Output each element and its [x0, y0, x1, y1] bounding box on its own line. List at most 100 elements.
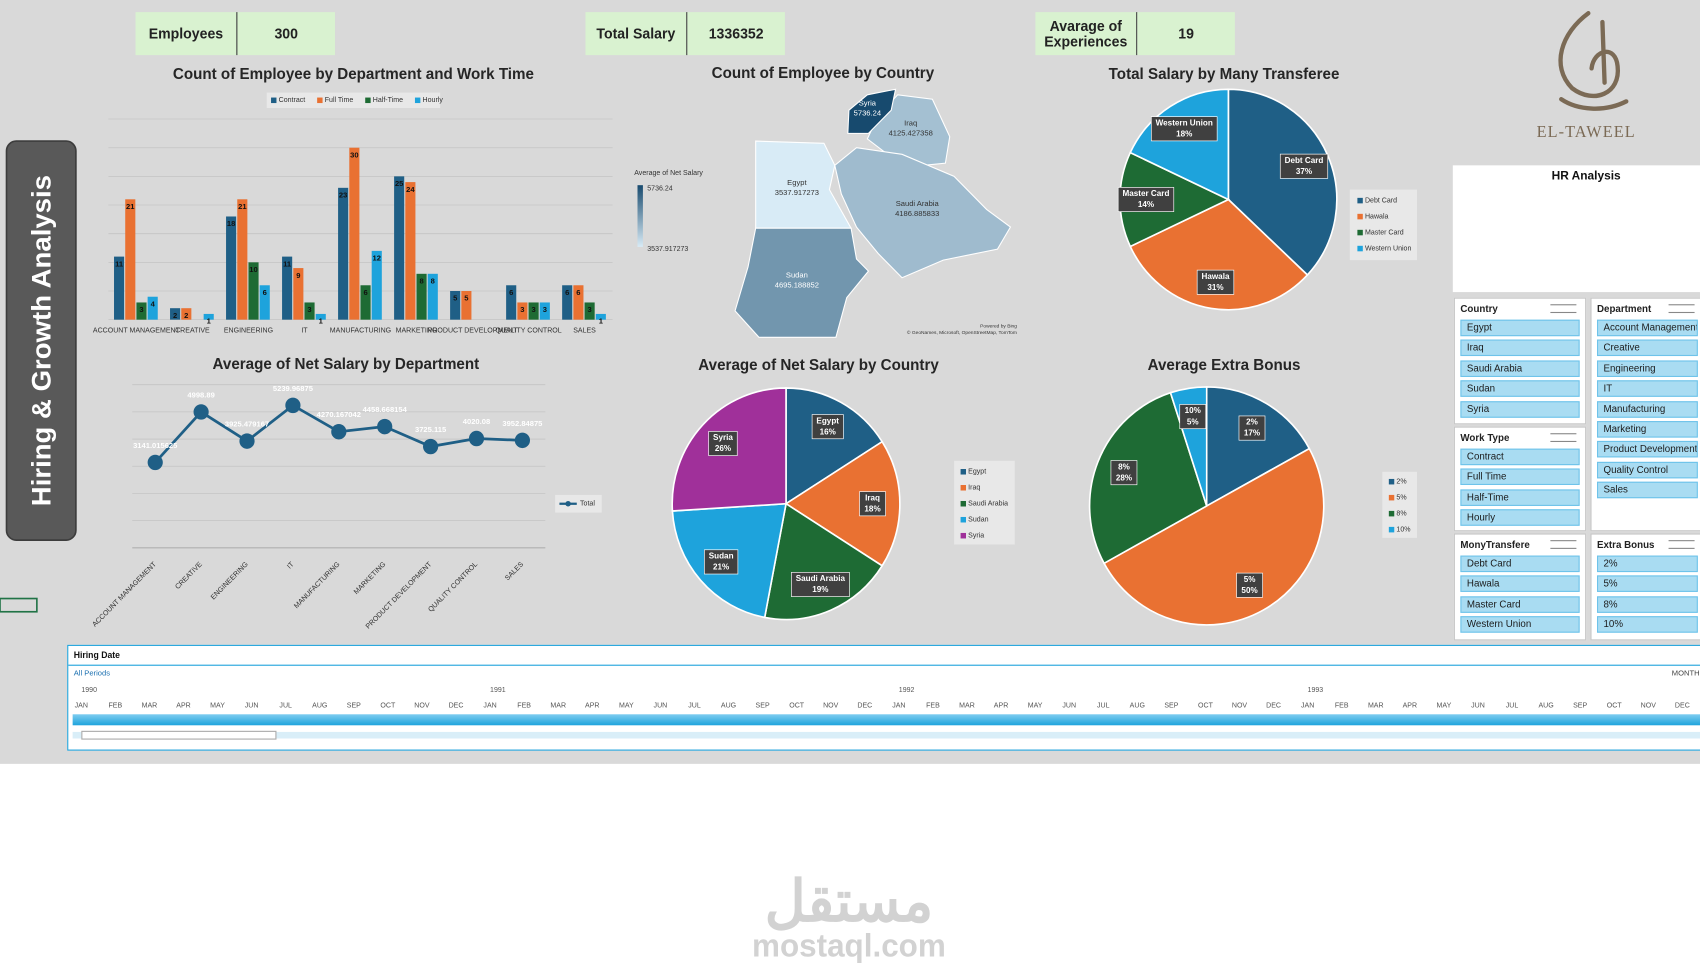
slicer-item[interactable]: Manufacturing [1596, 400, 1698, 418]
line-marker [514, 432, 530, 449]
x-tick-label: SALES [503, 560, 525, 582]
cell-selection [0, 597, 38, 613]
bar [114, 256, 125, 320]
slicer-item[interactable]: IT [1596, 380, 1698, 398]
bar [203, 313, 214, 320]
slicer-item[interactable]: 8% [1596, 596, 1698, 613]
data-label: 21 [126, 202, 135, 211]
slicer-item[interactable]: Half-Time [1460, 489, 1580, 506]
slicer-item[interactable]: Quality Control [1596, 461, 1698, 479]
slicer-title: Work Type [1460, 432, 1510, 444]
bar [450, 290, 461, 320]
data-label-category: 8% [1118, 462, 1130, 471]
legend-marker [565, 500, 571, 507]
timeline-month: MAY [210, 702, 225, 710]
timeline-month: OCT [789, 702, 805, 710]
x-tick-label: ENGINEERING [224, 327, 273, 335]
data-label: 8 [419, 276, 424, 285]
timeline-month: OCT [1198, 702, 1213, 710]
timeline-bar[interactable] [72, 714, 1700, 726]
legend-min: 3537.917273 [647, 245, 688, 253]
region-name: Sudan [786, 271, 808, 280]
logo-text: EL-TAWEEL [1537, 122, 1636, 141]
bar [349, 147, 360, 320]
legend-box [1382, 471, 1418, 538]
data-label: 3 [520, 305, 524, 314]
slicer-item[interactable]: Master Card [1460, 596, 1580, 613]
data-label-box [1150, 116, 1218, 142]
slicer-item[interactable]: Sales [1596, 481, 1698, 499]
slicer-item[interactable]: Sudan [1460, 380, 1580, 398]
legend-swatch [365, 97, 371, 104]
data-label-box [1110, 460, 1138, 486]
timeline-month: AUG [1129, 702, 1145, 710]
timeline-scroll-thumb[interactable] [81, 730, 277, 740]
bar [528, 302, 539, 320]
slicer-item[interactable]: Hawala [1460, 575, 1580, 593]
data-label: 50% [1241, 586, 1258, 595]
slicer-item[interactable]: Full Time [1460, 468, 1580, 486]
dashboard-caption: HR Analysis [1552, 168, 1621, 182]
map-region [847, 88, 897, 134]
timeline-level: MONTHS [1671, 670, 1700, 678]
line-marker [468, 430, 485, 447]
sidebar-title: Hiring & Growth Analysis [26, 175, 57, 506]
data-label: 3141.015625 [133, 441, 178, 450]
slicer-item[interactable]: Syria [1460, 400, 1580, 418]
data-label-category: 5% [1244, 575, 1256, 584]
bar [237, 199, 248, 320]
data-label: 3925.479167 [225, 420, 269, 429]
timeline-scrollbar[interactable] [72, 731, 1700, 739]
legend-title: Average of Net Salary [634, 169, 703, 177]
slicer-item[interactable]: Egypt [1460, 319, 1580, 337]
data-label: 3 [588, 305, 592, 314]
map-region [734, 227, 870, 338]
timeline-month: DEC [857, 702, 873, 710]
line-marker [377, 418, 393, 435]
timeline-month: AUG [312, 702, 328, 710]
timeline-month: JAN [74, 702, 88, 710]
slicer-item[interactable]: 10% [1596, 616, 1698, 633]
slicer-item[interactable]: Engineering [1596, 360, 1698, 377]
timeline-month: JAN [1300, 702, 1315, 710]
timeline-month: JAN [483, 702, 497, 710]
data-label-box [1279, 153, 1329, 179]
slicer-item[interactable]: Hourly [1460, 509, 1580, 526]
data-label: 18% [864, 504, 881, 513]
data-label: 17% [1244, 429, 1261, 438]
data-label: 5 [453, 294, 458, 303]
map-powered-by: Powered by Bing [980, 324, 1017, 330]
data-label: 12 [373, 254, 381, 263]
legend-label: Contract [279, 96, 306, 104]
bar [573, 285, 584, 320]
pie-slice [1102, 447, 1325, 626]
slicer-item[interactable]: Account Management [1596, 319, 1698, 337]
x-tick-label: MARKETING [352, 560, 387, 596]
slicer-item[interactable]: Debt Card [1460, 555, 1580, 573]
x-tick-label: ACCOUNT MANAGEMENT [91, 560, 159, 629]
legend-swatch [1357, 213, 1363, 220]
slicer-item[interactable]: 2% [1596, 555, 1698, 573]
bar [248, 262, 259, 320]
legend-ramp [637, 185, 643, 247]
slicer-item[interactable]: Western Union [1460, 616, 1580, 633]
slicer-item[interactable]: Iraq [1460, 339, 1580, 357]
slicer-item[interactable]: Saudi Arabia [1460, 360, 1580, 377]
slicer-item[interactable]: Marketing [1596, 421, 1698, 438]
slicer-item[interactable]: Creative [1596, 339, 1698, 357]
timeline-month: FEB [108, 702, 123, 710]
line-marker [285, 397, 301, 414]
slicer-item[interactable]: Contract [1460, 448, 1580, 466]
legend-swatch [1357, 245, 1363, 252]
data-label: 1 [207, 317, 212, 326]
data-label-box [708, 431, 738, 456]
watermark-latin: mostaql.com [752, 927, 946, 963]
kpi-value: 1336352 [687, 12, 785, 56]
data-label: 4270.167042 [317, 410, 361, 419]
legend-label: Egypt [968, 468, 986, 476]
slicer-item[interactable]: 5% [1596, 575, 1698, 593]
legend-swatch [1388, 510, 1395, 517]
chart-title: Average of Net Salary by Country [698, 357, 939, 374]
data-label: 37% [1296, 167, 1313, 176]
slicer-item[interactable]: Product Development [1596, 441, 1698, 458]
